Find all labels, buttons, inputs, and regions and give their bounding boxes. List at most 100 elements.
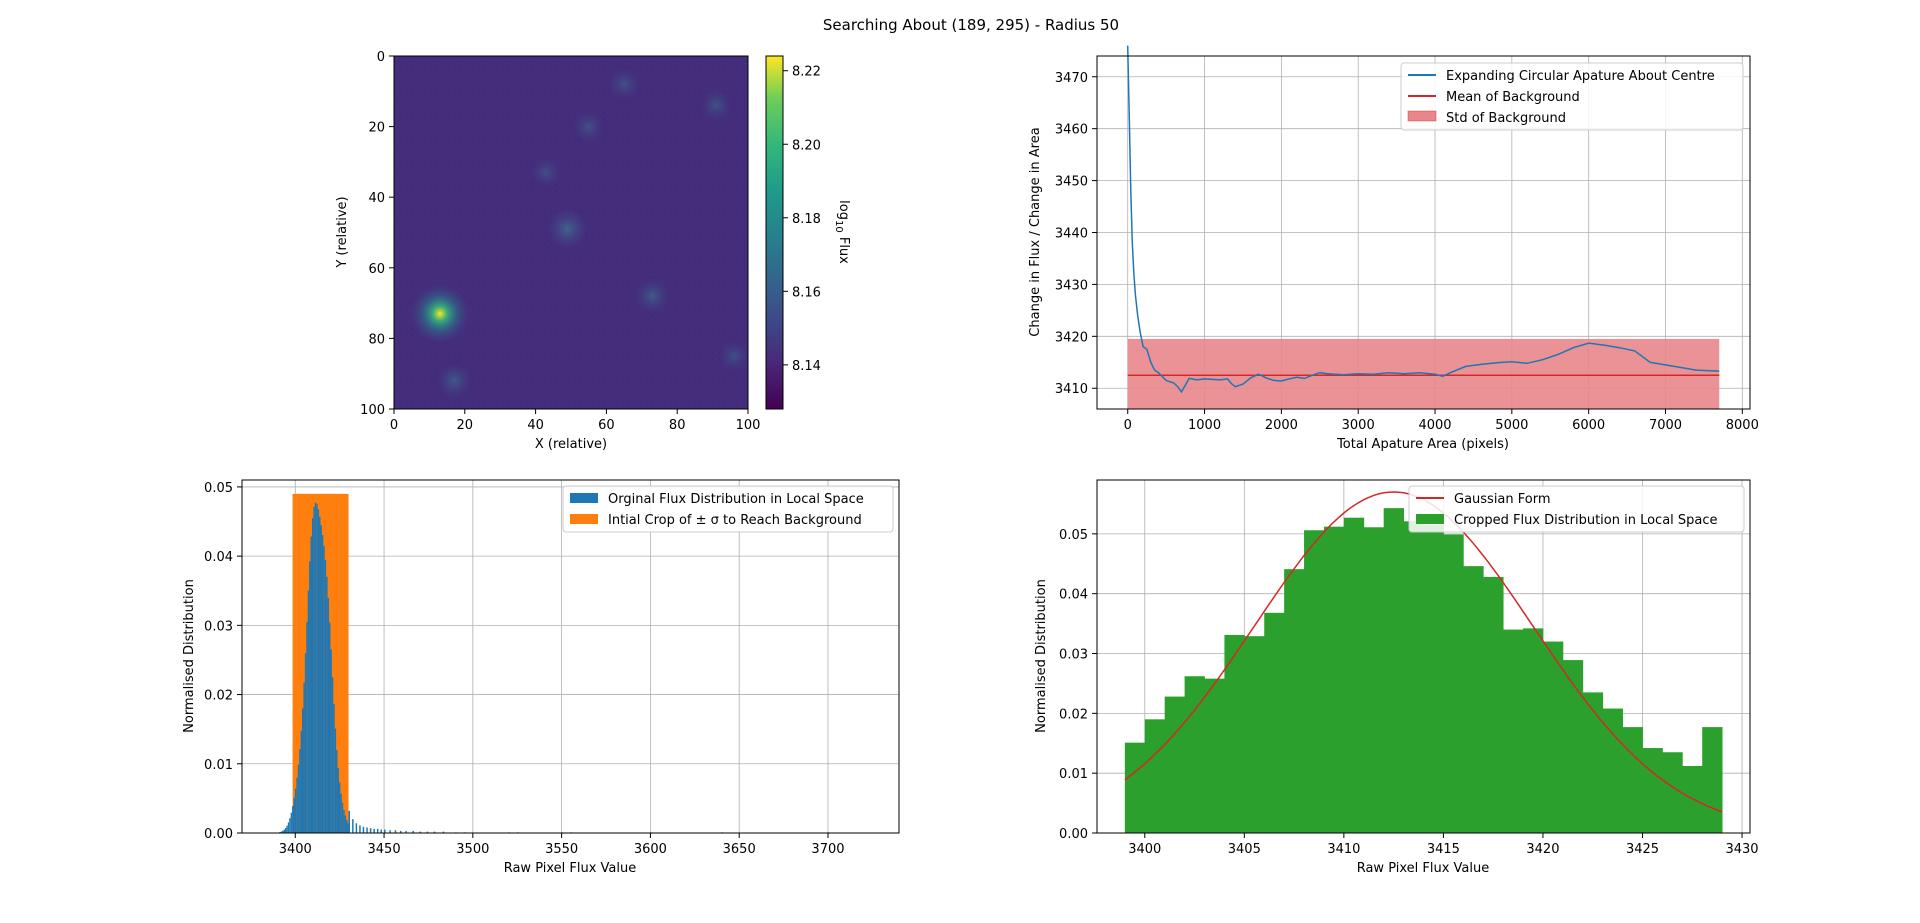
cropped-flux-bin — [1423, 524, 1444, 833]
cropped-flux-bin — [1304, 530, 1325, 833]
hist-cropped-legend-box — [1408, 485, 1745, 533]
flux-bin — [284, 827, 287, 833]
x-tick-label: 5000 — [1495, 418, 1528, 433]
line-ylabel: Change in Flux / Change in Area — [1028, 127, 1043, 336]
hist-original-ticks: 3400 3450 3500 3550 3600 3650 3700 0.00 0.01 0.02… — [204, 481, 844, 857]
cropped-flux-bin — [1503, 629, 1524, 833]
flux-bin — [319, 516, 321, 833]
flux-bin — [324, 559, 327, 833]
flux-bin — [348, 810, 351, 833]
cropped-flux-bin — [1343, 517, 1365, 833]
heatmap-ylabel: Y (relative) — [335, 196, 350, 268]
flux-bin — [352, 819, 354, 833]
flux-bin — [373, 828, 375, 833]
flux-bin — [286, 825, 288, 833]
cropped-flux-bin — [1144, 719, 1166, 833]
heatmap-source — [436, 363, 472, 399]
cropped-flux-bin — [1403, 521, 1424, 833]
colorbar-tick-label: 8.20 — [792, 138, 821, 153]
flux-bin — [317, 509, 320, 833]
cropped-flux-bin — [1244, 636, 1265, 833]
cropped-flux-bin — [1662, 752, 1683, 833]
y-tick-label: 0.02 — [204, 689, 233, 704]
x-tick-label: 2000 — [1265, 418, 1298, 433]
cropped-flux-bin — [1284, 569, 1305, 833]
colorbar-tick-label: 8.22 — [792, 65, 821, 80]
flux-bin — [310, 536, 312, 833]
heatmap-source — [531, 157, 562, 188]
heatmap-source — [608, 68, 640, 100]
line-xlabel: Total Apature Area (pixels) — [1336, 437, 1509, 452]
flux-bin — [297, 764, 300, 833]
x-tick-label: 6000 — [1572, 418, 1605, 433]
y-tick-label: 0 — [377, 50, 385, 65]
flux-bin — [282, 830, 284, 833]
cropped-flux-bin — [1264, 612, 1285, 833]
x-tick-label: 3650 — [723, 842, 756, 857]
heatmap-source — [718, 341, 748, 372]
heatmap-source — [547, 208, 588, 250]
flux-bin — [303, 682, 305, 833]
colorbar-ticks: 8.14 8.16 8.18 8.20 8.22 — [783, 65, 821, 374]
hist-cropped-frame — [1096, 479, 1751, 834]
flux-bin — [346, 819, 348, 833]
cropped-flux-bin — [1363, 527, 1385, 833]
y-tick-label: 20 — [368, 121, 385, 136]
colorbar-tick-label: 8.16 — [792, 285, 821, 300]
y-tick-label: 3460 — [1055, 123, 1088, 138]
flux-bin — [340, 793, 342, 833]
flux-bin — [311, 518, 314, 833]
flux-bin — [307, 590, 310, 833]
y-tick-label: 0.04 — [204, 550, 233, 565]
flux-bin — [334, 728, 337, 833]
heatmap-x-ticks: 0 20 40 60 80 100 — [390, 409, 760, 433]
flux-bin — [299, 749, 301, 833]
cropped-flux-bin — [1602, 708, 1623, 833]
cropped-flux-bin — [1323, 526, 1345, 833]
legend-label-gaussian: Gaussian Form — [1454, 492, 1551, 507]
x-tick-label: 3550 — [545, 842, 578, 857]
panel-histogram-cropped: 3400 3405 3410 3415 3420 3425 3430 0.00 0.01 0.02… — [1034, 479, 1759, 876]
x-tick-label: 4000 — [1418, 418, 1451, 433]
flux-bin — [369, 828, 372, 833]
flux-bin — [302, 708, 304, 833]
y-tick-label: 40 — [368, 191, 385, 206]
y-tick-label: 3470 — [1055, 71, 1088, 86]
cropped-flux-bin — [1622, 727, 1643, 833]
colorbar — [765, 55, 784, 410]
hist-original-legend: Orginal Flux Distribution in Local Space… — [562, 485, 894, 533]
hist-cropped-ticks: 3400 3405 3410 3415 3420 3425 3430 0.00 0.01 0.02… — [1059, 528, 1759, 857]
flux-bin — [331, 677, 334, 833]
panel-heatmap: 0 20 40 60 80 100 0 20 40 60 80 100 X (relative) Y… — [335, 50, 851, 452]
flux-bin — [400, 830, 402, 833]
x-tick-label: 0 — [1124, 418, 1132, 433]
flux-bin — [380, 829, 383, 833]
flux-bin — [329, 622, 331, 833]
x-tick-label: 20 — [457, 418, 474, 433]
y-tick-label: 0.02 — [1059, 707, 1088, 722]
hist-original-legend-box — [562, 485, 894, 533]
x-tick-label: 7000 — [1649, 418, 1682, 433]
heatmap-xlabel: X (relative) — [535, 437, 607, 452]
y-tick-label: 0.00 — [1059, 827, 1088, 842]
flux-bin — [294, 788, 297, 833]
flux-bin — [394, 830, 397, 833]
flux-bin — [433, 831, 436, 833]
x-tick-label: 3600 — [634, 842, 667, 857]
x-tick-label: 3405 — [1228, 842, 1261, 857]
cropped-flux-bin — [1483, 576, 1504, 833]
x-tick-label: 3425 — [1626, 842, 1659, 857]
legend-label-std: Std of Background — [1446, 111, 1566, 126]
flux-bin — [320, 525, 322, 833]
heatmap-source — [635, 278, 670, 314]
flux-bin — [341, 802, 344, 833]
legend-swatch-std — [1407, 110, 1437, 122]
panel-histogram-original: 3400 3450 3500 3550 3600 3650 3700 0.00 0.01 0.02… — [182, 479, 900, 876]
x-tick-label: 3400 — [1128, 842, 1161, 857]
colorbar-tick-label: 8.18 — [792, 212, 821, 227]
flux-bin — [344, 815, 347, 833]
x-tick-label: 3415 — [1427, 842, 1460, 857]
x-tick-label: 3000 — [1342, 418, 1375, 433]
flux-bin — [283, 829, 285, 833]
y-tick-label: 3450 — [1055, 175, 1088, 190]
